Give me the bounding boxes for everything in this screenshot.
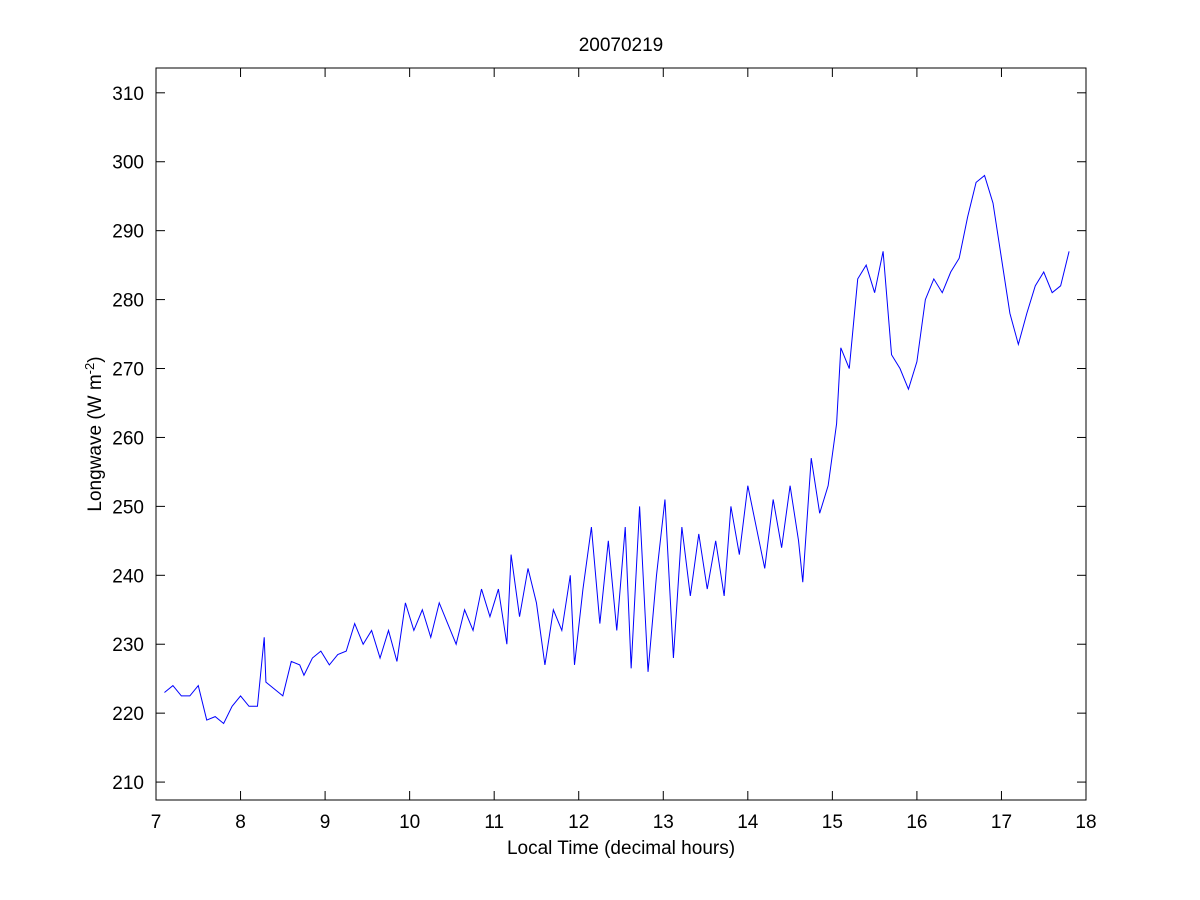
x-tick-label: 9 [320, 812, 331, 833]
x-axis-label: Local Time (decimal hours) [507, 838, 735, 859]
x-tick-label: 16 [906, 812, 927, 833]
y-tick-label: 270 [112, 360, 144, 381]
y-tick-label: 260 [112, 428, 144, 449]
y-tick-label: 290 [112, 222, 144, 243]
chart-title: 20070219 [579, 35, 664, 56]
x-tick-label: 7 [151, 812, 162, 833]
y-tick-label: 310 [112, 84, 144, 105]
x-tick-label: 12 [568, 812, 589, 833]
y-tick-label: 280 [112, 291, 144, 312]
x-tick-label: 10 [399, 812, 420, 833]
x-tick-label: 11 [484, 812, 504, 833]
x-tick-label: 13 [653, 812, 674, 833]
y-label-tail: ) [85, 356, 106, 362]
data-line [164, 174, 1070, 725]
y-label-text: Longwave (W m [85, 374, 106, 511]
x-tick-label: 17 [991, 812, 1012, 833]
x-tick-label: 8 [235, 812, 246, 833]
plot-area [155, 67, 1087, 801]
y-tick-label: 250 [112, 497, 144, 518]
y-axis-label: Longwave (W m-2) [82, 356, 107, 511]
y-tick-label: 210 [112, 773, 144, 794]
x-tick-label: 18 [1075, 812, 1096, 833]
y-label-sup: -2 [82, 363, 97, 375]
y-tick-label: 220 [112, 704, 144, 725]
x-tick-label: 15 [822, 812, 843, 833]
x-tick-label: 14 [737, 812, 759, 833]
y-tick-label: 300 [112, 153, 144, 174]
y-tick-label: 240 [112, 566, 144, 587]
y-tick-label: 230 [112, 635, 144, 656]
